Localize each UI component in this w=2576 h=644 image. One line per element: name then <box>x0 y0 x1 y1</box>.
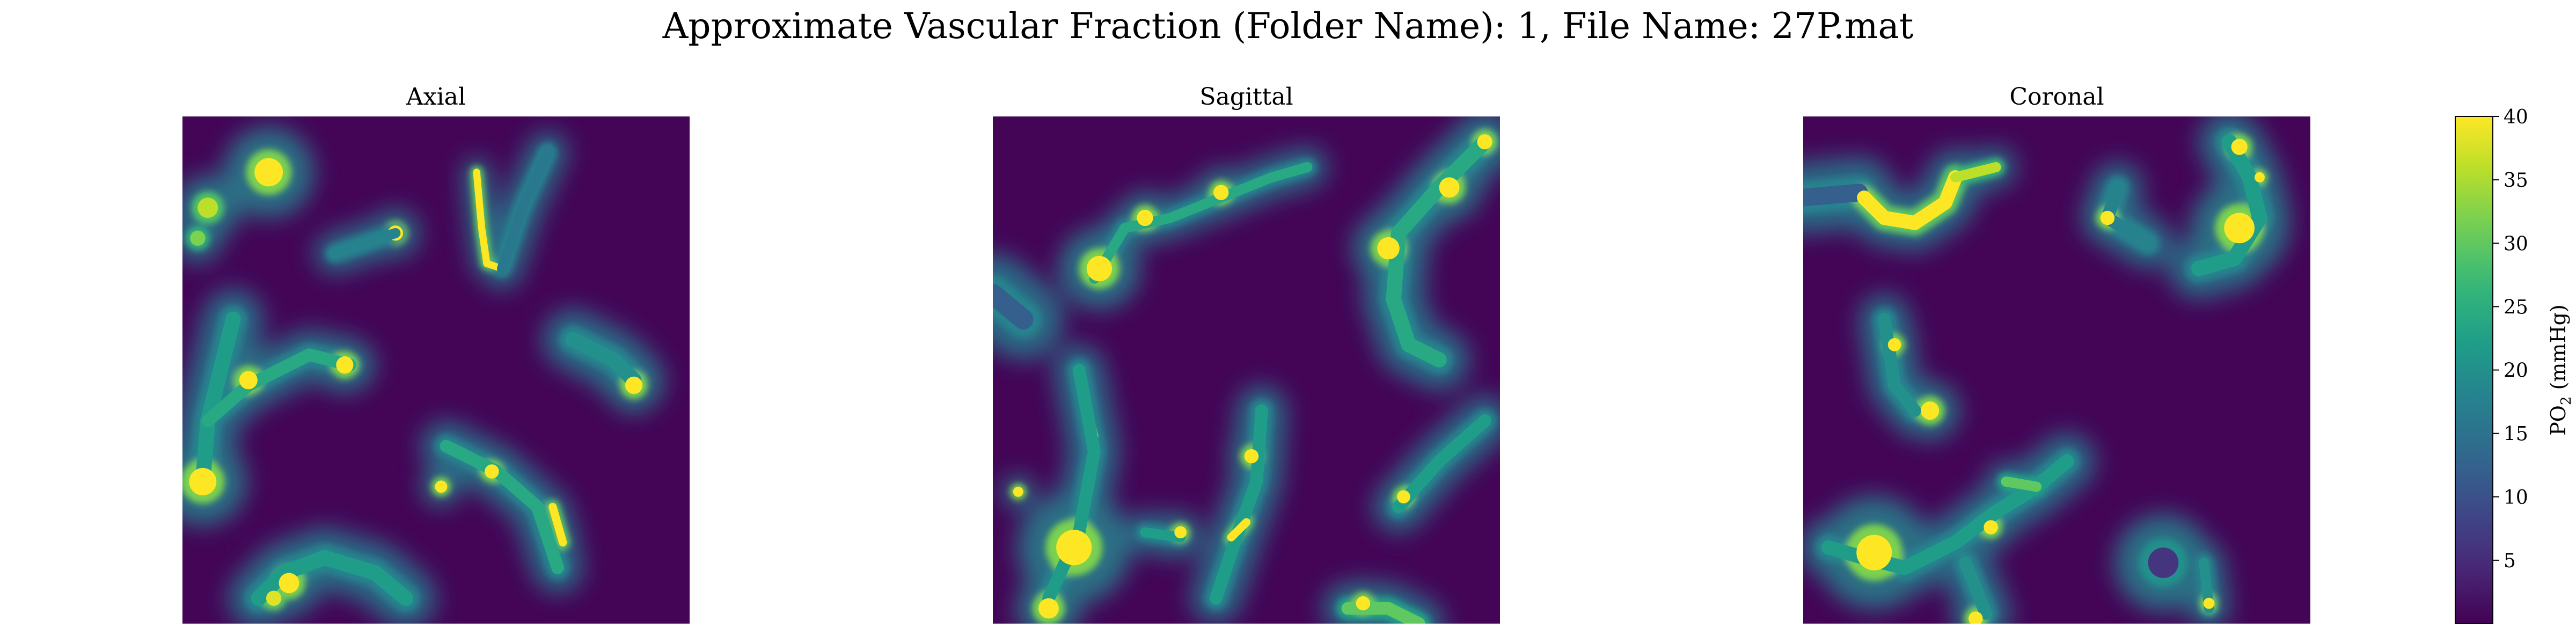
vessel-point <box>1856 535 1892 570</box>
vessel-segment <box>1803 184 1868 207</box>
colorbar-gradient <box>2455 116 2493 624</box>
vessel-point <box>1377 237 1400 260</box>
vessel-point <box>1086 255 1113 282</box>
colorbar-tick-label: 10 <box>2504 487 2528 509</box>
panel-sagittal: Sagittal <box>993 83 1500 624</box>
colorbar-tick-label: 15 <box>2504 423 2528 445</box>
panel-coronal: Coronal <box>1803 83 2310 624</box>
vessel-point <box>1984 520 1998 535</box>
vessel-point <box>1137 209 1153 226</box>
vessel-point <box>336 356 354 374</box>
vessel-point <box>266 590 282 606</box>
vessel-segment <box>2001 476 2042 492</box>
vessel-point <box>1968 611 1983 624</box>
panel-title: Coronal <box>2009 83 2104 111</box>
vessel-point <box>1038 598 1059 619</box>
colorbar-tick-label: 5 <box>2504 550 2516 572</box>
vessel-segment <box>496 147 553 274</box>
vessel-segment <box>440 440 565 574</box>
vessel-point <box>1244 449 1259 464</box>
vessel-point <box>1887 338 1901 352</box>
vessel-segment <box>2191 134 2267 276</box>
vessel-point <box>2224 213 2255 244</box>
colorbar-label: PO2 (mmHg) <box>2546 304 2574 436</box>
vessel-point <box>2203 597 2215 609</box>
vessel-point <box>2231 138 2248 155</box>
vessel-segment <box>1950 162 2001 182</box>
vessel-segment <box>1209 404 1268 605</box>
vessel-segment <box>330 228 401 259</box>
figure-suptitle: Approximate Vascular Fraction (Folder Na… <box>662 5 1914 47</box>
vessel-segment <box>1042 363 1101 605</box>
vessel-segment <box>473 169 506 273</box>
vessel-segment <box>201 348 356 427</box>
colorbar-tick-label: 35 <box>2504 170 2528 192</box>
vessel-point <box>1213 185 1229 200</box>
colorbar-tick-label: 25 <box>2504 296 2528 318</box>
vessel-point <box>1356 596 1371 611</box>
vessel-point <box>1921 401 1940 420</box>
vessel-point <box>1174 526 1187 539</box>
colorbar: 5 10 15 20 25 30 35 40 PO2 (mmHg) <box>2455 106 2574 624</box>
vessel-segment <box>251 550 413 606</box>
vessel-point <box>2148 547 2179 578</box>
vessel-segment <box>1959 556 1993 620</box>
vessel-segment <box>1878 313 1921 417</box>
vessel-point <box>1439 177 1460 198</box>
vessel-segment <box>1851 170 1963 230</box>
vessel-point <box>189 467 217 495</box>
vessel-point <box>197 197 218 218</box>
vessel-point <box>2100 210 2115 225</box>
vessel-point <box>1477 134 1492 150</box>
vessel-point <box>625 376 643 394</box>
vessel-point <box>239 371 258 390</box>
vessel-point <box>1857 190 1871 205</box>
panel-title: Axial <box>406 83 466 111</box>
vessel-segment <box>993 283 1034 330</box>
panel-title: Sagittal <box>1199 83 1293 111</box>
heatmap-panels: Axial Sagittal Coronal <box>182 83 2310 624</box>
vessel-point <box>190 230 206 246</box>
vessel-point <box>1056 530 1092 566</box>
vessel-point <box>1397 490 1410 504</box>
vessel-segment <box>1140 527 1186 543</box>
vessel-segment <box>1227 518 1251 541</box>
vessel-point <box>435 480 448 493</box>
vessel-segment <box>548 503 567 547</box>
vessel-point <box>2255 172 2265 182</box>
vessel-segment <box>1089 162 1313 284</box>
panel-axial: Axial <box>182 83 690 624</box>
colorbar-tick-label: 20 <box>2504 360 2528 382</box>
colorbar-tick-label: 30 <box>2504 233 2528 255</box>
vessel-point <box>1013 486 1023 497</box>
vessel-point <box>485 464 499 479</box>
vessel-point <box>279 573 299 594</box>
vessel-point <box>254 158 283 187</box>
vessel-segment <box>1392 414 1491 514</box>
vessel-segment <box>565 332 642 388</box>
colorbar-tick-label: 40 <box>2504 106 2528 128</box>
